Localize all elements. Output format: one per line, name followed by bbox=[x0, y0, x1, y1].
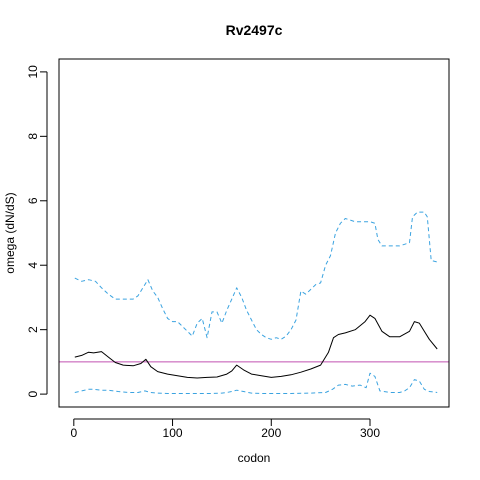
x-axis: 0 100 200 300 bbox=[70, 418, 380, 440]
x-tick-label: 200 bbox=[261, 426, 281, 440]
y-tick-label: 6 bbox=[26, 197, 40, 204]
plot-area bbox=[59, 211, 449, 394]
upper-bound-line bbox=[74, 211, 438, 340]
y-axis: 0 2 4 6 8 10 bbox=[26, 65, 48, 397]
y-tick-label: 10 bbox=[26, 65, 40, 79]
x-axis-label: codon bbox=[238, 451, 271, 465]
x-tick-label: 300 bbox=[360, 426, 380, 440]
x-tick-label: 0 bbox=[70, 426, 77, 440]
y-tick-label: 8 bbox=[26, 133, 40, 140]
y-axis-label: omega (dN/dS) bbox=[3, 192, 17, 273]
omega-line bbox=[74, 314, 438, 379]
y-tick-label: 0 bbox=[26, 390, 40, 397]
plot-frame bbox=[58, 58, 450, 408]
lower-bound-line bbox=[74, 372, 438, 394]
chart-title: Rv2497c bbox=[226, 22, 283, 38]
x-tick-label: 100 bbox=[163, 426, 183, 440]
y-tick-label: 2 bbox=[26, 326, 40, 333]
y-tick-label: 4 bbox=[26, 262, 40, 269]
